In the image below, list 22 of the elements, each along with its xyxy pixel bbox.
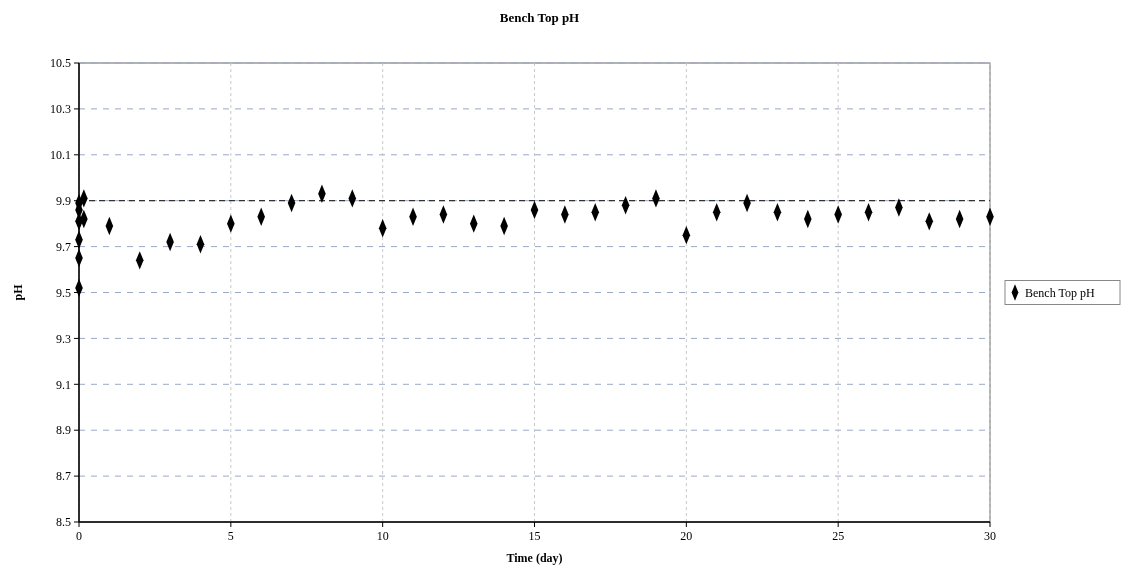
x-tick-label: 20: [680, 529, 693, 543]
x-tick-label: 25: [832, 529, 845, 543]
y-tick-label: 9.1: [56, 377, 71, 392]
legend-label: Bench Top pH: [1025, 285, 1095, 300]
y-tick-label: 9.9: [56, 193, 71, 208]
x-tick-label: 0: [76, 529, 82, 543]
x-tick-label: 10: [376, 529, 389, 543]
x-tick-label: 15: [528, 529, 541, 543]
y-tick-label: 10.3: [50, 102, 71, 117]
y-tick-label: 8.7: [56, 469, 71, 484]
y-tick-label: 8.9: [56, 423, 71, 438]
y-tick-label: 10.1: [50, 148, 71, 162]
x-tick-label: 5: [227, 529, 234, 543]
y-tick-label: 8.5: [56, 515, 71, 530]
y-axis-title: pH: [11, 283, 25, 301]
y-tick-label: 9.5: [56, 285, 71, 300]
x-axis-title: Time (day): [506, 551, 563, 565]
x-tick-label: 30: [984, 529, 996, 543]
y-tick-label: 9.3: [56, 331, 71, 346]
chart-title: Bench Top pH: [499, 10, 580, 25]
y-tick-label: 9.7: [56, 239, 71, 254]
y-tick-label: 10.5: [50, 56, 71, 71]
